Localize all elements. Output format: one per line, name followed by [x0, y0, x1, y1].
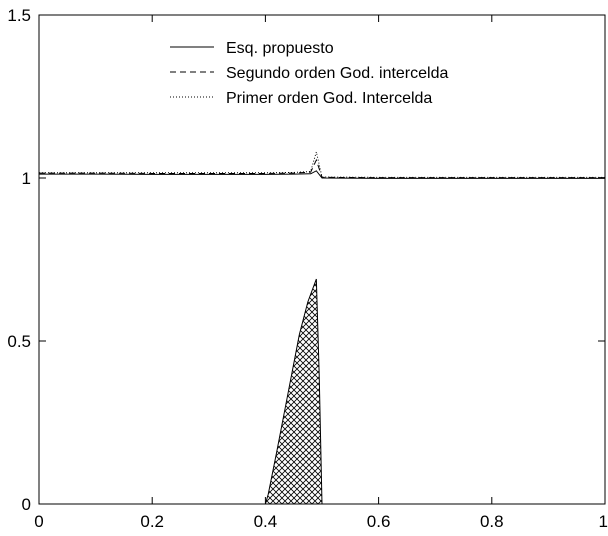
series-line-2	[39, 158, 605, 179]
hatched-region-fill	[39, 279, 605, 504]
y-tick-label-1: 0.5	[7, 332, 31, 351]
legend-label-1: Esq. propuesto	[226, 40, 334, 57]
legend: Esq. propuesto Segundo orden God. interce…	[170, 40, 448, 107]
y-tick-label-0: 0	[22, 495, 31, 514]
plot-frame	[38, 14, 606, 505]
x-tick-label-2: 0.4	[254, 512, 278, 531]
x-tick-label-1: 0.2	[140, 512, 164, 531]
series-line-1	[39, 170, 605, 179]
y-tick-label-3: 1.5	[7, 6, 31, 25]
hatched-region-outline	[39, 278, 605, 505]
region-layer	[39, 278, 605, 505]
x-tick-label-4: 0.8	[480, 512, 504, 531]
series-layer	[39, 151, 605, 179]
legend-label-2: Segundo orden God. intercelda	[226, 65, 448, 82]
legend-label-3: Primer orden God. Intercelda	[226, 90, 432, 107]
ticks-layer: 0 0.2 0.4 0.6 0.8 1 0 0.5 1 1.5	[7, 6, 608, 531]
x-tick-label-5: 1	[599, 512, 608, 531]
x-tick-label-0: 0	[34, 512, 43, 531]
x-tick-label-3: 0.6	[367, 512, 391, 531]
y-tick-label-2: 1	[22, 169, 31, 188]
